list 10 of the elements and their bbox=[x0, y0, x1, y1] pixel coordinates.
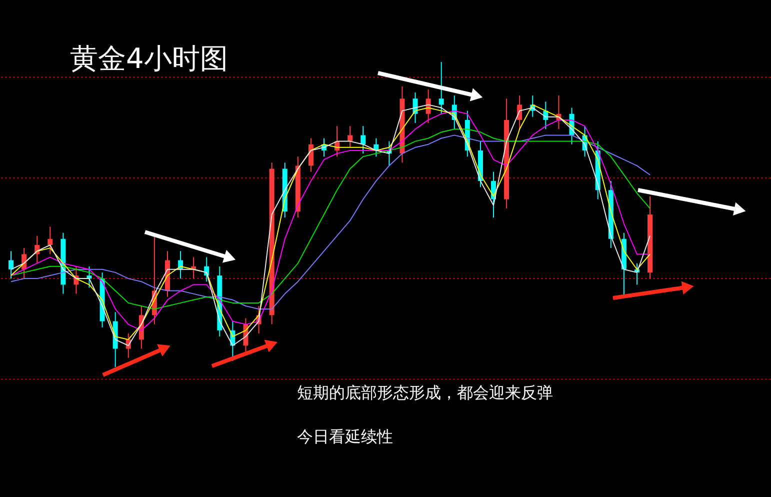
text: 短期的底部形态形成，都会迎来反弹 bbox=[297, 383, 553, 402]
text: 今日看延续性 bbox=[297, 427, 393, 446]
candlestick bbox=[438, 62, 444, 114]
chart-title: 黄金4小时图 bbox=[70, 42, 228, 75]
candlestick bbox=[8, 250, 14, 280]
candlestick bbox=[348, 126, 353, 148]
candlestick bbox=[308, 138, 314, 172]
candlestick bbox=[360, 126, 366, 154]
candlestick bbox=[48, 226, 53, 255]
candlestick bbox=[517, 95, 522, 130]
